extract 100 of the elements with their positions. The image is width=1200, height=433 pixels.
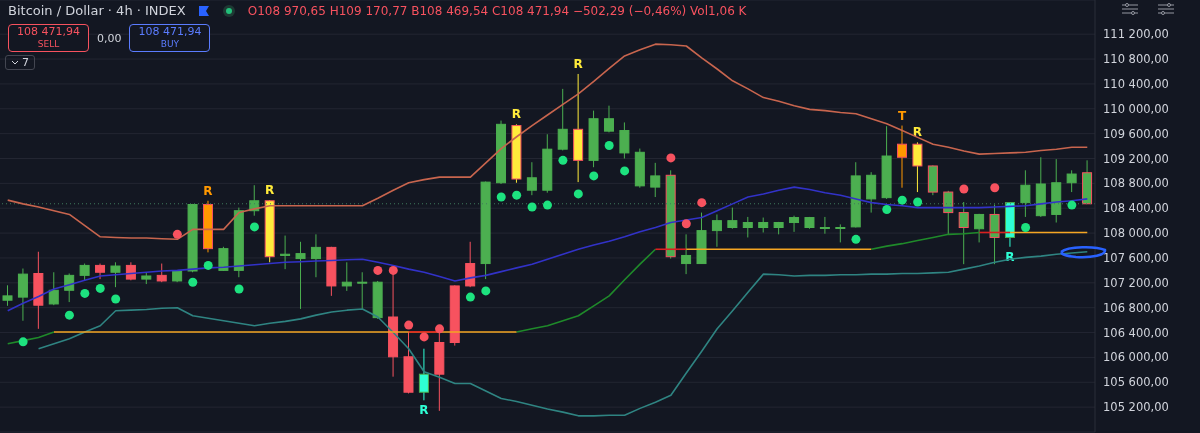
- point: [1067, 200, 1077, 210]
- candlestick: [681, 233, 692, 275]
- y-tick-label: 110 400,00: [1103, 77, 1169, 91]
- point: [64, 310, 74, 320]
- point: [18, 337, 28, 347]
- candlestick: [48, 271, 59, 306]
- candlestick: [789, 215, 800, 233]
- point: [897, 195, 907, 205]
- point: [496, 192, 506, 202]
- text: R: [419, 403, 429, 418]
- point: [234, 284, 244, 294]
- point: [388, 265, 398, 275]
- candlestick: [897, 125, 908, 189]
- candlestick: [912, 141, 923, 193]
- point: [913, 197, 923, 207]
- point: [172, 229, 182, 239]
- candlestick: [218, 246, 229, 272]
- point: [512, 190, 522, 200]
- point: [959, 184, 969, 194]
- point: [604, 140, 614, 150]
- point: [882, 204, 892, 214]
- candlestick: [1066, 169, 1077, 193]
- candlestick: [17, 268, 28, 322]
- point: [481, 286, 491, 296]
- point: [435, 324, 445, 334]
- point: [95, 283, 105, 293]
- candlestick: [295, 241, 306, 310]
- annotation: SELL: [36, 38, 61, 50]
- point: [851, 234, 861, 244]
- point: [465, 292, 475, 302]
- candlestick: [835, 223, 846, 243]
- line-series: [870, 231, 981, 251]
- point: [419, 332, 429, 342]
- candlestick: [866, 171, 877, 214]
- point: [373, 265, 383, 275]
- point: [558, 155, 568, 165]
- y-tick-label: 106 400,00: [1103, 325, 1169, 340]
- point: [404, 320, 414, 330]
- candlestick: [418, 348, 429, 401]
- y-tick-label: 111 200,00: [1103, 27, 1169, 42]
- annotation: 108 471,94: [17, 25, 80, 38]
- candlestick: [64, 273, 75, 303]
- line-series: [515, 248, 657, 333]
- chart-title: Bitcoin / Dollar · 4h · INDEX: [8, 3, 186, 18]
- text: R: [573, 56, 583, 71]
- candlestick: [989, 204, 1000, 265]
- candlestick: [650, 162, 661, 198]
- candlestick: [974, 213, 985, 243]
- y-tick-label: 106 000,00: [1103, 350, 1169, 365]
- point: [666, 153, 676, 163]
- y-tick-label: 106 800,00: [1103, 300, 1169, 315]
- annotation: 0,00: [96, 31, 122, 45]
- y-tick-label: 110 000,00: [1103, 101, 1169, 116]
- text: R: [1005, 249, 1015, 264]
- candlestick: [280, 235, 291, 270]
- y-tick-label: 105 600,00: [1103, 375, 1169, 390]
- candlestick: [2, 284, 13, 307]
- candlestick: [110, 261, 121, 288]
- line-series: [6, 331, 55, 345]
- point: [697, 198, 707, 208]
- annotation: 108 471,94: [138, 25, 202, 38]
- y-tick-label: 110 800,00: [1103, 52, 1169, 67]
- y-tick-label: 109 600,00: [1103, 126, 1169, 141]
- candlestick: [526, 161, 537, 196]
- text: R: [265, 183, 275, 198]
- text: R: [912, 125, 923, 140]
- point: [527, 202, 537, 212]
- candlestick: [341, 261, 352, 292]
- text: R: [203, 183, 213, 198]
- candlestick: [357, 271, 368, 310]
- candlestick: [943, 190, 954, 235]
- candlestick: [727, 207, 738, 230]
- point: [203, 260, 213, 270]
- line-series: [37, 250, 1089, 417]
- point: [80, 288, 90, 298]
- point: [249, 222, 259, 232]
- point: [111, 294, 121, 304]
- y-tick-label: 107 600,00: [1103, 251, 1169, 266]
- point: [620, 166, 630, 176]
- candlestick: [1020, 169, 1031, 218]
- point: [681, 219, 691, 229]
- text: R: [511, 107, 522, 122]
- candlestick: [557, 88, 568, 151]
- text: T: [897, 108, 907, 123]
- y-tick-label: 108 400,00: [1103, 201, 1169, 216]
- candlestick: [958, 201, 969, 265]
- point: [589, 171, 599, 181]
- y-tick-label: 105 200,00: [1103, 400, 1169, 415]
- point: [990, 183, 1000, 193]
- candlestick: [711, 213, 722, 248]
- candlestick: [619, 121, 630, 159]
- annotation: 7: [22, 56, 29, 69]
- annotation: BUY: [159, 38, 181, 50]
- point: [573, 189, 583, 199]
- point: [188, 277, 198, 287]
- point: [543, 200, 552, 210]
- point: [1021, 223, 1031, 232]
- chart-subtitle: O108 970,65 H109 170,77 B108 469,54 C108 471,94 −502,29 (−0,46%) Vol1,06 K: [247, 3, 747, 18]
- y-tick-label: 108 000,00: [1103, 226, 1169, 241]
- candlestick: [819, 216, 830, 235]
